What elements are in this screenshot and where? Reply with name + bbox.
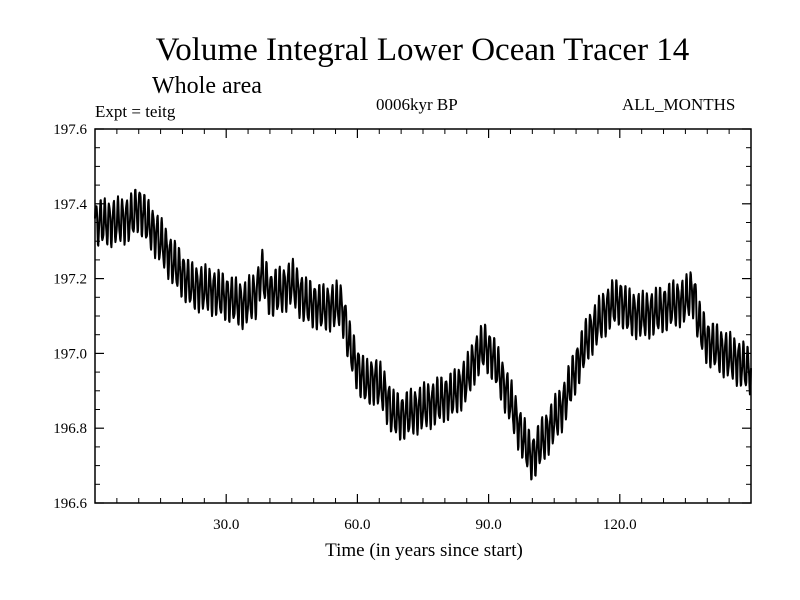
y-tick-label: 197.0 bbox=[53, 346, 87, 362]
y-tick-label: 197.6 bbox=[53, 122, 87, 138]
y-tick-label: 196.8 bbox=[53, 421, 87, 437]
x-axis-label: Time (in years since start) bbox=[325, 540, 523, 561]
y-tick-label: 197.4 bbox=[53, 197, 87, 213]
chart-title: Volume Integral Lower Ocean Tracer 14 bbox=[155, 32, 690, 68]
axis-tick-labels: 30.0 60.0 90.0 120.0 196.6 196.8 197.0 197.2 197… bbox=[53, 122, 636, 533]
x-tick-label: 120.0 bbox=[603, 517, 637, 533]
y-tick-label: 197.2 bbox=[53, 272, 87, 288]
experiment-label: Expt = teitg bbox=[95, 102, 176, 121]
x-tick-label: 30.0 bbox=[213, 517, 239, 533]
chart-subtitle: Whole area bbox=[152, 73, 262, 99]
x-tick-label: 90.0 bbox=[475, 517, 501, 533]
months-label: ALL_MONTHS bbox=[622, 95, 736, 114]
series-line bbox=[94, 188, 752, 481]
period-label: 0006kyr BP bbox=[376, 95, 458, 114]
y-tick-label: 196.6 bbox=[53, 496, 87, 512]
x-tick-label: 60.0 bbox=[344, 517, 370, 533]
axis-ticks bbox=[95, 128, 751, 504]
